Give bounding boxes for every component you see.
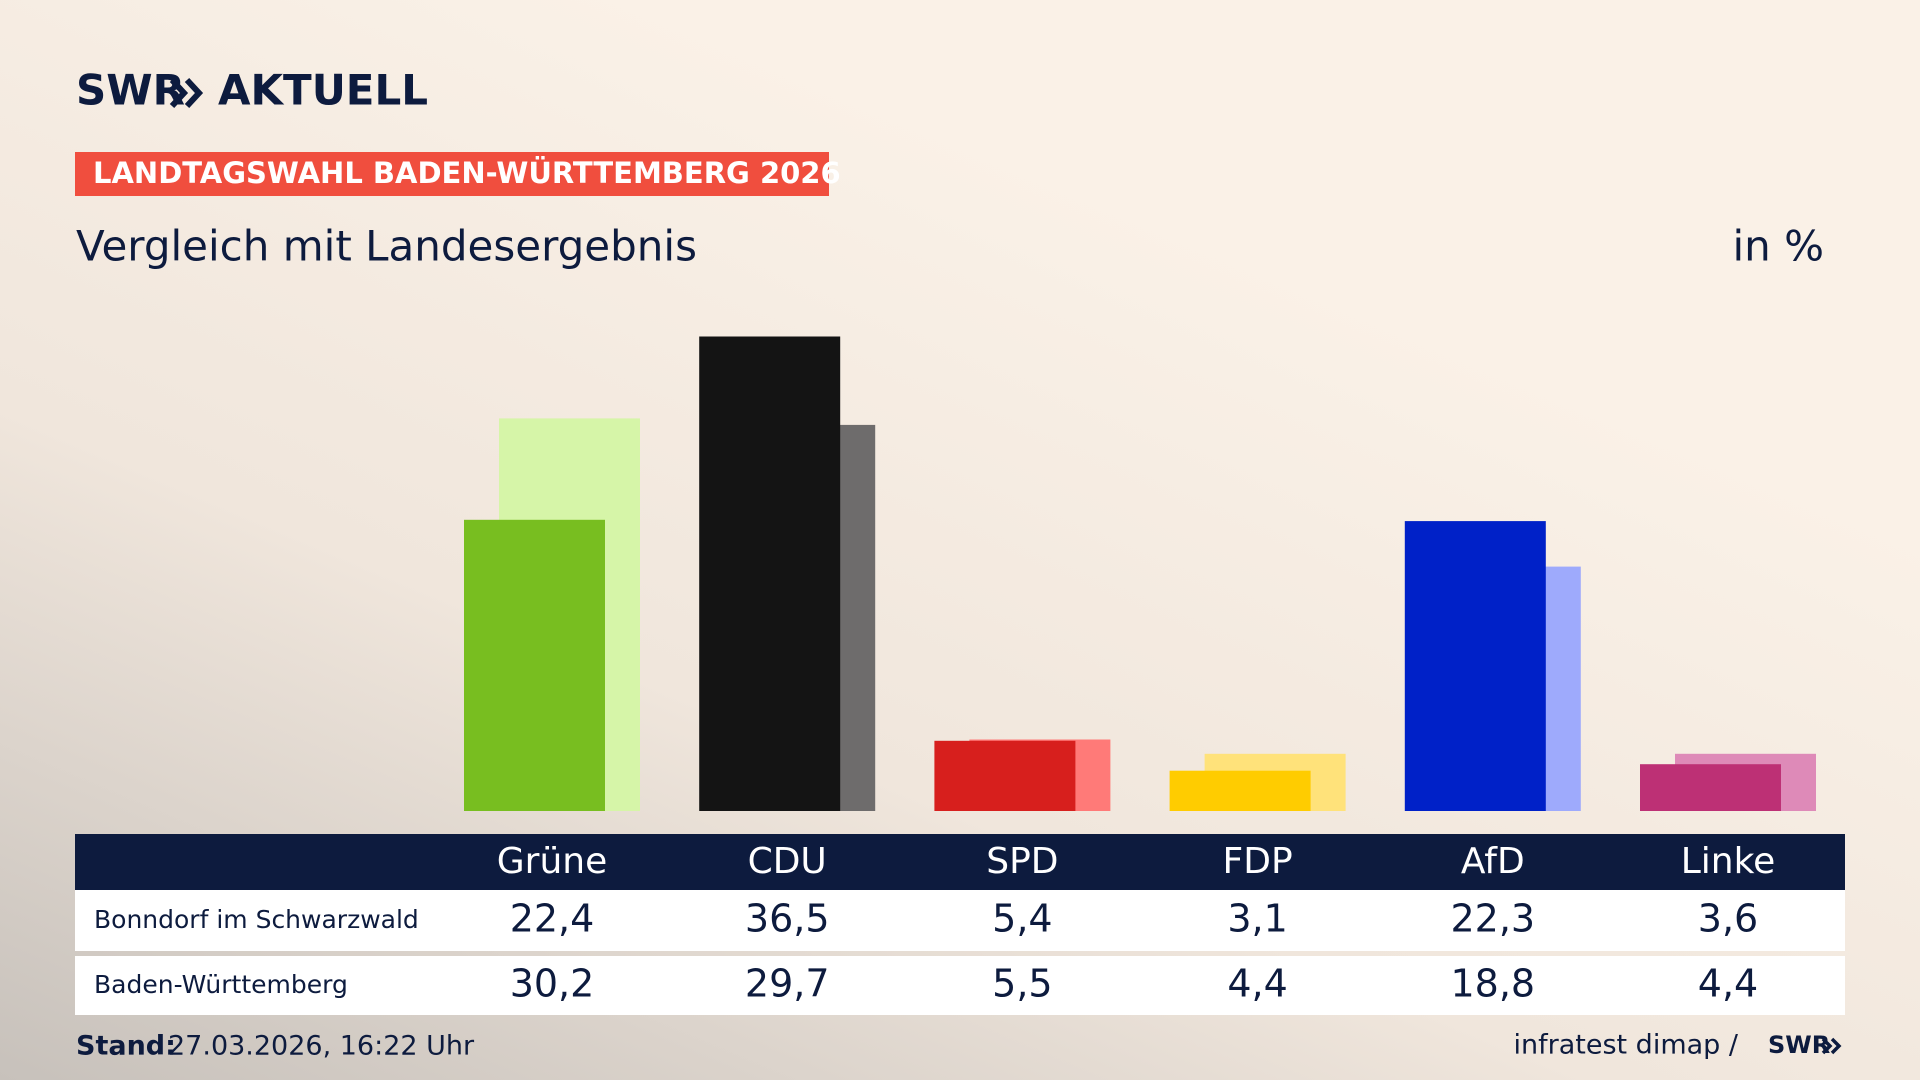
category-label: SPD (986, 841, 1058, 882)
bar (464, 519, 605, 811)
source-brand: SWR (1768, 1031, 1830, 1059)
row-label: Baden-Württemberg (94, 970, 348, 999)
stand-label: Stand: (76, 1031, 176, 1062)
brand-name: SWR (76, 66, 185, 115)
table-row (75, 956, 1845, 1015)
source-chevrons (1821, 1037, 1842, 1055)
source: infratest dimap / (1513, 1030, 1738, 1061)
category-label: CDU (748, 841, 827, 882)
chart-title: Vergleich mit Landesergebnis (76, 222, 697, 271)
bar (1169, 770, 1311, 811)
value-label: 3,6 (1698, 897, 1758, 941)
bar (1404, 521, 1546, 811)
category-label: FDP (1223, 841, 1293, 882)
category-label: Linke (1681, 841, 1776, 882)
value-label: 5,5 (992, 962, 1052, 1006)
value-label: 36,5 (745, 897, 830, 941)
value-label: 3,1 (1227, 897, 1287, 941)
value-label: 29,7 (745, 962, 830, 1006)
bar (1640, 764, 1781, 811)
category-label: AfD (1461, 841, 1525, 882)
unit: in % (1732, 222, 1824, 271)
stand: 27.03.2026, 16:22 Uhr (168, 1031, 475, 1062)
category-label: Grüne (497, 841, 607, 882)
brand-chevrons (169, 77, 204, 109)
value-label: 22,3 (1450, 897, 1535, 941)
value-label: 4,4 (1227, 962, 1287, 1006)
value-label: 5,4 (992, 897, 1052, 941)
bar (699, 336, 841, 811)
value-label: 4,4 (1698, 962, 1758, 1006)
value-label: 30,2 (510, 962, 595, 1006)
value-label: 22,4 (510, 897, 595, 941)
tag-box (75, 152, 829, 196)
brand-product: AKTUELL (218, 66, 428, 115)
value-label: 18,8 (1450, 962, 1535, 1006)
tag: LANDTAGSWAHL BADEN-WÜRTTEMBERG 2026 (93, 156, 841, 190)
row-label: Bonndorf im Schwarzwald (94, 905, 419, 934)
table-header (75, 834, 1845, 890)
bar (934, 740, 1076, 811)
table-row (75, 890, 1845, 951)
